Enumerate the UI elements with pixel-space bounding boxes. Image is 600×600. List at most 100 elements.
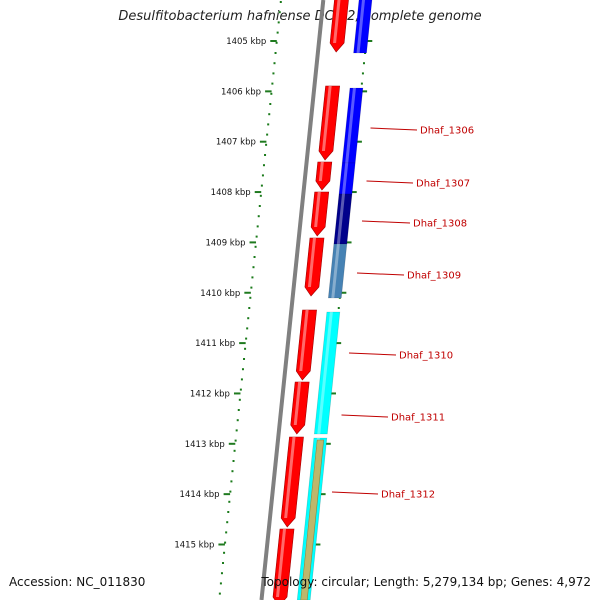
gene-arrow-highlight — [318, 162, 324, 181]
tick-dot — [255, 235, 258, 238]
gene-label: Dhaf_1312 — [381, 490, 435, 501]
tick-dot — [271, 82, 274, 85]
kbp-label: 1408 kbp — [211, 188, 251, 198]
gene-labels: Dhaf_1306 Dhaf_1307 Dhaf_1308 Dhaf_1309 Dhaf… — [381, 126, 474, 501]
tick-dot — [258, 205, 261, 207]
tick-dot — [218, 592, 221, 595]
kbp-label: 1409 kbp — [205, 238, 245, 248]
tick-dot — [257, 215, 260, 218]
tick-dot — [239, 388, 242, 391]
tick-dot — [223, 551, 226, 554]
tick-dot — [272, 72, 275, 75]
tick-dot — [229, 490, 232, 493]
outer-gene-highlight — [331, 244, 340, 298]
tick-dot — [222, 562, 225, 564]
kbp-label: 1410 kbp — [200, 289, 240, 299]
tick-dot — [220, 572, 223, 575]
gene-label: Dhaf_1309 — [407, 271, 461, 282]
tick-dot — [244, 347, 247, 350]
tick-dot — [236, 419, 239, 422]
outer-gene-block — [327, 243, 348, 299]
kbp-label: 1405 kbp — [226, 37, 266, 47]
gene-dhaf-1312-block — [300, 439, 325, 600]
outer-gene-highlight — [317, 312, 333, 434]
forward-strand-track — [272, 0, 349, 600]
kbp-label: 1407 kbp — [216, 138, 256, 148]
tick-dot — [279, 1, 282, 3]
tick-dot — [273, 62, 276, 65]
tick-dot — [246, 327, 249, 330]
tick-dot — [274, 52, 277, 54]
gene-label: Dhaf_1306 — [420, 126, 474, 137]
genome-backbone — [259, 0, 326, 600]
tick-dot — [253, 256, 256, 258]
genome-stats-text: Topology: circular; Length: 5,279,134 bp… — [261, 575, 591, 589]
tick-dot — [232, 460, 235, 462]
gene-leader-line — [356, 272, 405, 276]
gene-leader-line — [366, 180, 414, 184]
outer-gene-block — [353, 0, 373, 54]
tick-dot — [243, 358, 246, 360]
gene-arrow-highlight — [333, 0, 341, 43]
tick-dot — [266, 133, 269, 136]
tick-dot — [269, 103, 272, 105]
gene-label: Dhaf_1307 — [416, 179, 470, 190]
tick-dot — [252, 266, 255, 269]
tick-dot — [362, 62, 365, 65]
tick-dot — [227, 511, 230, 513]
outer-gene-track — [296, 0, 373, 600]
tick-dot — [275, 41, 278, 44]
gene-arrow-highlight — [314, 192, 321, 227]
gene-arrow-highlight — [299, 310, 309, 371]
tick-dot — [278, 11, 281, 14]
tick-dot — [240, 378, 243, 381]
tick-dot — [251, 276, 254, 279]
gene-label-leaders — [331, 127, 418, 495]
tick-dot — [233, 449, 236, 452]
tick-dot — [238, 398, 241, 401]
tick-dot — [265, 143, 268, 146]
outer-gene-highlight — [336, 194, 346, 244]
tick-dot — [259, 194, 262, 197]
tick-dot — [361, 72, 364, 75]
gene-leader-line — [341, 414, 389, 418]
tick-dot — [270, 92, 273, 95]
gene-arrow-highlight — [293, 382, 302, 425]
tick-dot — [268, 113, 271, 116]
gene-arrow-highlight — [284, 437, 296, 518]
tick-dot — [249, 296, 252, 299]
tick-dot — [254, 245, 257, 248]
tick-dot — [256, 225, 259, 228]
left-tick-dots — [218, 1, 282, 595]
tick-dot — [245, 337, 248, 340]
kbp-tick-labels: 1405 kbp 1406 kbp 1407 kbp 1408 kbp 1409 kbp… — [174, 37, 266, 551]
tick-dot — [360, 82, 363, 85]
tick-dot — [225, 531, 228, 534]
tick-dot — [241, 368, 244, 371]
gene-leader-line — [348, 352, 397, 356]
kbp-label: 1415 kbp — [174, 541, 214, 551]
outer-gene-highlight — [356, 0, 366, 53]
kbp-label: 1414 kbp — [180, 490, 220, 500]
tick-dot — [234, 439, 237, 442]
gene-arrow-highlight — [321, 86, 332, 151]
tick-dot — [277, 21, 280, 24]
tick-dot — [230, 480, 233, 483]
tick-dot — [248, 307, 251, 309]
tick-dot — [219, 582, 222, 585]
outer-gene-highlight — [345, 88, 356, 163]
tick-dot — [228, 500, 231, 503]
gene-leader-line — [331, 491, 379, 495]
gene-arrow-highlight — [276, 529, 287, 597]
kbp-label: 1411 kbp — [195, 339, 235, 349]
tick-dot — [231, 470, 234, 473]
gene-label: Dhaf_1311 — [391, 413, 445, 424]
gene-label: Dhaf_1310 — [399, 351, 453, 362]
gene-arrow — [315, 161, 333, 191]
tick-dot — [235, 429, 238, 432]
tick-dot — [261, 174, 264, 177]
tick-dot — [250, 286, 253, 289]
gene-leader-line — [370, 127, 418, 131]
